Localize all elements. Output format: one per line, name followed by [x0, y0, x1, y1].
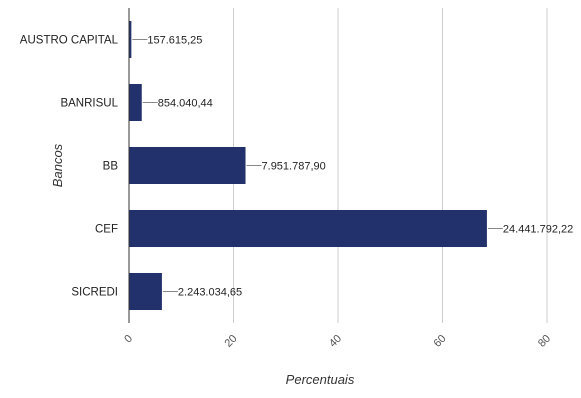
- category-labels: AUSTRO CAPITAL BANRISUL BB CEF SICREDI: [20, 35, 119, 299]
- x-axis-title: Percentuais: [286, 372, 355, 387]
- data-label: 7.951.787,90: [262, 161, 326, 173]
- data-label: 24.441.792,22: [503, 224, 573, 236]
- category-label: AUSTRO CAPITAL: [20, 35, 119, 47]
- category-label: SICREDI: [71, 287, 118, 299]
- y-axis-title: Bancos: [50, 143, 65, 187]
- bar: [129, 147, 246, 184]
- x-tick-label: 60: [431, 333, 448, 350]
- bar: [129, 210, 487, 247]
- category-label: BB: [103, 161, 119, 173]
- bar: [129, 273, 162, 310]
- data-label: 2.243.034,65: [178, 287, 242, 299]
- x-tick-label: 20: [222, 333, 239, 350]
- x-tick-label: 80: [536, 333, 553, 350]
- category-label: CEF: [95, 224, 118, 236]
- x-tick-labels: 0 20 40 60 80: [122, 333, 553, 350]
- data-label: 854.040,44: [158, 98, 213, 110]
- x-tick-label: 0: [122, 333, 135, 346]
- data-label: 157.615,25: [147, 35, 202, 47]
- bar: [129, 84, 142, 121]
- category-label: BANRISUL: [60, 98, 118, 110]
- x-tick-label: 40: [327, 333, 344, 350]
